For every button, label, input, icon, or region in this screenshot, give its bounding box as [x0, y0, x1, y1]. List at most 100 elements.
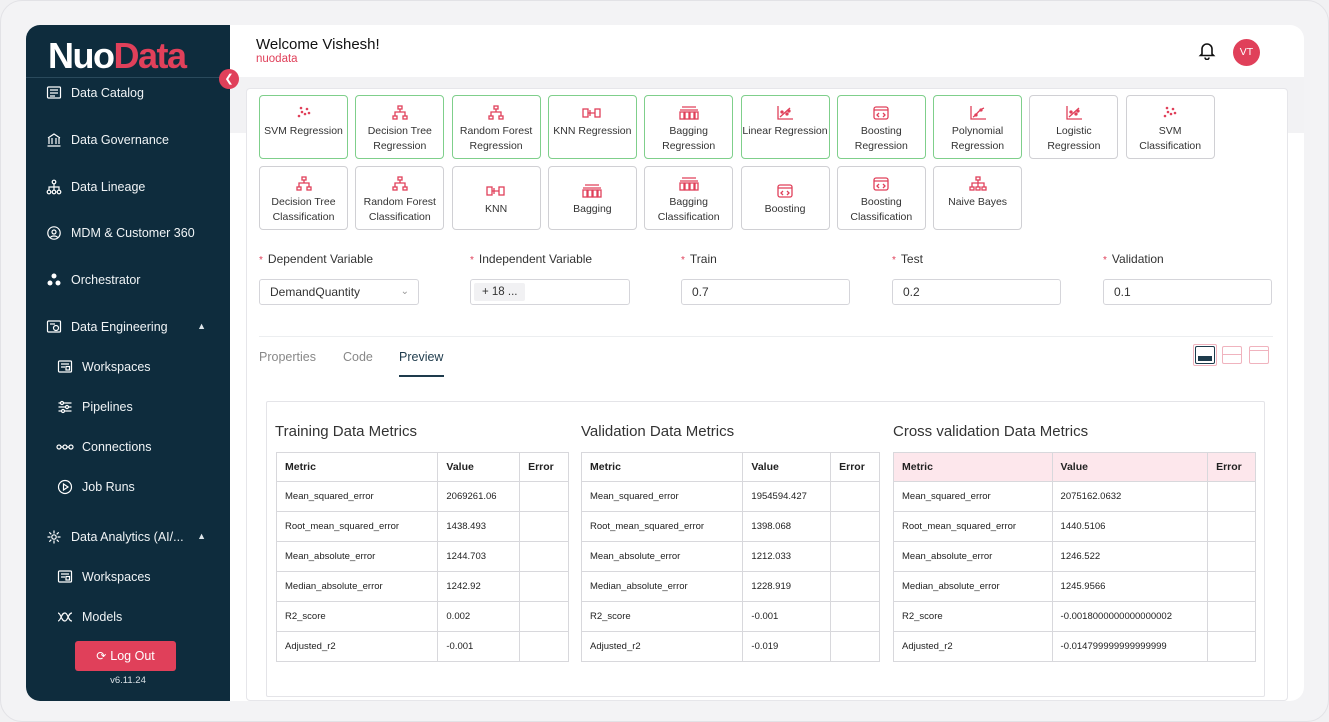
- train-label-text: Train: [689, 252, 717, 266]
- column-header: Error: [1207, 452, 1256, 482]
- table-row: Mean_squared_error 2069261.06: [275, 481, 569, 512]
- model-card-label: Boosting Classification: [850, 196, 913, 224]
- model-card-random-forest-regression[interactable]: Random Forest Regression: [451, 95, 541, 159]
- avatar[interactable]: VT: [1233, 39, 1260, 66]
- sidebar-item-data-analytics[interactable]: Data Analytics (AI/... ▲: [26, 519, 230, 555]
- model-card-bagging[interactable]: Bagging: [547, 166, 637, 230]
- tab-code[interactable]: Code: [343, 350, 373, 364]
- table-cell: Mean_absolute_error: [893, 541, 1053, 572]
- bagging-icon: [582, 182, 603, 200]
- table-row: Mean_absolute_error 1244.703: [275, 541, 569, 572]
- boosting-icon: [775, 182, 795, 200]
- table-cell: R2_score: [275, 601, 439, 632]
- table-row: Adjusted_r2 -0.014799999999999999: [893, 631, 1256, 662]
- model-card-logistic-regression[interactable]: Logistic Regression: [1029, 95, 1119, 159]
- logo-text-nuo: Nuo: [48, 35, 115, 76]
- chevron-up-icon[interactable]: ▲: [197, 531, 206, 541]
- tab-preview[interactable]: Preview: [399, 350, 444, 364]
- table-cell: 1954594.427: [742, 481, 832, 512]
- model-card-label: Logistic Regression: [1047, 125, 1101, 153]
- logout-button[interactable]: ⟳ Log Out: [75, 641, 176, 671]
- model-card-label: Bagging: [573, 203, 612, 215]
- model-card-naive-bayes[interactable]: Naive Bayes: [933, 166, 1023, 230]
- sidebar-item-label: MDM & Customer 360: [71, 226, 195, 240]
- table-row: Mean_squared_error 1954594.427: [580, 481, 880, 512]
- logo-text-data: Data: [113, 35, 187, 76]
- sidebar-item-job-runs[interactable]: Job Runs: [26, 469, 230, 505]
- boosting-icon: [871, 175, 891, 193]
- sidebar-item-models[interactable]: Models: [26, 599, 230, 635]
- table-cell: -0.019: [742, 631, 832, 662]
- model-card-label: KNN Regression: [553, 125, 632, 137]
- sidebar-item-da-workspaces[interactable]: Workspaces: [26, 559, 230, 595]
- table-cell: 1440.5106: [1051, 511, 1209, 542]
- model-card-decision-tree-regression[interactable]: Decision Tree Regression: [355, 95, 445, 159]
- svm-icon: [294, 104, 314, 122]
- sidebar-item-pipelines[interactable]: Pipelines: [26, 389, 230, 425]
- sidebar-collapse-button[interactable]: ❮: [219, 69, 239, 89]
- table-cell: R2_score: [893, 601, 1053, 632]
- model-card-svm-classification[interactable]: SVM Classification: [1125, 95, 1215, 159]
- sidebar-item-label: Data Lineage: [71, 180, 146, 194]
- table-row: Mean_absolute_error 1212.033: [580, 541, 880, 572]
- logout-icon: ⟳: [96, 649, 107, 663]
- sidebar-item-connections[interactable]: Connections: [26, 429, 230, 465]
- train-input[interactable]: 0.7: [681, 279, 850, 305]
- model-card-knn-regression[interactable]: KNN Regression: [547, 95, 637, 159]
- sidebar-item-de-workspaces[interactable]: Workspaces: [26, 349, 230, 385]
- model-card-random-forest-classification[interactable]: Random Forest Classification: [355, 166, 445, 230]
- table-cell: [830, 511, 880, 542]
- model-card-knn[interactable]: KNN: [451, 166, 541, 230]
- sidebar-item-data-lineage[interactable]: Data Lineage: [26, 169, 230, 205]
- table-cell: 1242.92: [437, 571, 521, 602]
- table-cell: Adjusted_r2: [580, 631, 744, 662]
- sidebar-item-data-governance[interactable]: Data Governance: [26, 122, 230, 158]
- sidebar-item-mdm[interactable]: MDM & Customer 360: [26, 215, 230, 251]
- table-cell: Median_absolute_error: [275, 571, 439, 602]
- chevron-up-icon[interactable]: ▲: [197, 321, 206, 331]
- model-card-boosting-regression[interactable]: Boosting Regression: [836, 95, 926, 159]
- layout-split-icon[interactable]: [1222, 346, 1242, 364]
- linear-regression-icon: [775, 104, 795, 122]
- test-input[interactable]: 0.2: [892, 279, 1061, 305]
- validation-label: * Validation: [1103, 252, 1164, 266]
- welcome-title: Welcome Vishesh!: [256, 36, 380, 53]
- training-metrics-table: Metric Value Error Mean_squared_error 206926…: [275, 452, 569, 662]
- layout-bottom-panel-icon[interactable]: [1193, 344, 1217, 366]
- table-row: Root_mean_squared_error 1440.5106: [893, 511, 1256, 542]
- model-card-linear-regression[interactable]: Linear Regression: [740, 95, 830, 159]
- table-cell: 1245.9566: [1051, 571, 1209, 602]
- notification-bell-icon[interactable]: [1198, 40, 1218, 61]
- model-card-boosting[interactable]: Boosting: [740, 166, 830, 230]
- sidebar-item-orchestrator[interactable]: Orchestrator: [26, 262, 230, 298]
- table-row: Median_absolute_error 1242.92: [275, 571, 569, 602]
- bagging-icon: [679, 104, 699, 122]
- sidebar-item-label: Orchestrator: [71, 273, 141, 287]
- dependent-variable-select[interactable]: DemandQuantity ⌄: [259, 279, 419, 305]
- model-card-svm-regression[interactable]: SVM Regression: [259, 95, 348, 159]
- independent-variable-select[interactable]: + 18 ...: [470, 279, 630, 305]
- governance-icon: [45, 131, 63, 149]
- welcome-subtitle: nuodata: [256, 53, 298, 65]
- sidebar-item-data-engineering[interactable]: Data Engineering ▲: [26, 309, 230, 345]
- table-cell: [830, 481, 880, 512]
- cross-validation-metrics-title: Cross validation Data Metrics: [893, 423, 1089, 440]
- model-card-polynomial-regression[interactable]: Polynomial Regression: [933, 95, 1023, 159]
- test-value: 0.2: [903, 285, 920, 299]
- model-card-decision-tree-classification[interactable]: Decision Tree Classification: [259, 166, 348, 230]
- model-card-label: SVM Classification: [1139, 125, 1202, 153]
- table-cell: 1244.703: [437, 541, 521, 572]
- tab-properties[interactable]: Properties: [259, 350, 316, 364]
- sidebar: NuoData Data Catalog Data Governance Dat…: [26, 25, 230, 701]
- logo: NuoData: [48, 35, 187, 77]
- validation-input[interactable]: 0.1: [1103, 279, 1272, 305]
- workspace-icon: [56, 358, 74, 376]
- model-card-bagging-classification[interactable]: Bagging Classification: [644, 166, 734, 230]
- layout-full-icon[interactable]: [1249, 346, 1269, 364]
- table-cell: 1212.033: [742, 541, 832, 572]
- knn-icon: [486, 182, 506, 200]
- table-cell: 2069261.06: [437, 481, 521, 512]
- sidebar-item-data-catalog[interactable]: Data Catalog: [26, 75, 230, 111]
- model-card-bagging-regression[interactable]: Bagging Regression: [644, 95, 734, 159]
- model-card-boosting-classification[interactable]: Boosting Classification: [836, 166, 926, 230]
